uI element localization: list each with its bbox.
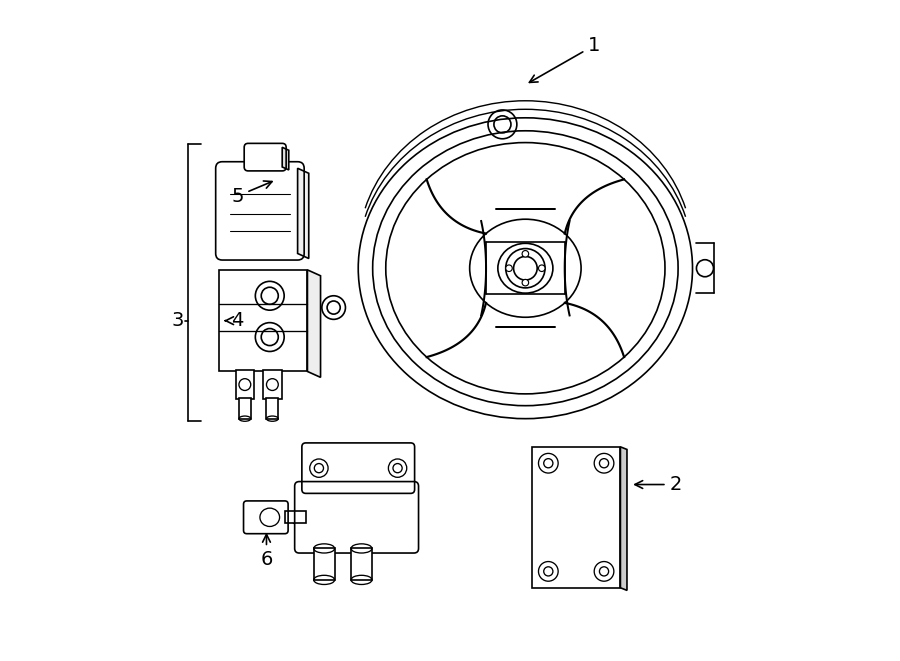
FancyBboxPatch shape [216, 162, 304, 260]
Bar [532, 447, 620, 588]
Bar [238, 398, 251, 418]
FancyBboxPatch shape [294, 482, 418, 553]
Circle shape [522, 280, 528, 286]
Text: 5: 5 [231, 181, 272, 206]
Polygon shape [308, 270, 320, 377]
FancyBboxPatch shape [244, 143, 286, 171]
Bar [284, 512, 306, 524]
Text: 1: 1 [529, 36, 600, 83]
Bar [284, 512, 306, 524]
Bar [236, 370, 254, 399]
Bar [314, 549, 335, 580]
Text: 2: 2 [634, 475, 682, 494]
Bar [263, 370, 282, 399]
Bar [219, 270, 308, 371]
Circle shape [538, 265, 545, 272]
FancyBboxPatch shape [302, 443, 415, 493]
FancyBboxPatch shape [244, 501, 288, 533]
Bar [266, 398, 278, 418]
Text: 3: 3 [172, 311, 184, 330]
Bar [219, 270, 308, 371]
Circle shape [506, 265, 512, 272]
Text: 6: 6 [260, 534, 273, 569]
Text: 4: 4 [225, 311, 244, 330]
Bar [532, 447, 620, 588]
Ellipse shape [358, 118, 692, 418]
Polygon shape [298, 169, 309, 258]
Circle shape [522, 251, 528, 257]
Polygon shape [283, 147, 289, 170]
Polygon shape [620, 447, 627, 590]
Bar [351, 549, 372, 580]
